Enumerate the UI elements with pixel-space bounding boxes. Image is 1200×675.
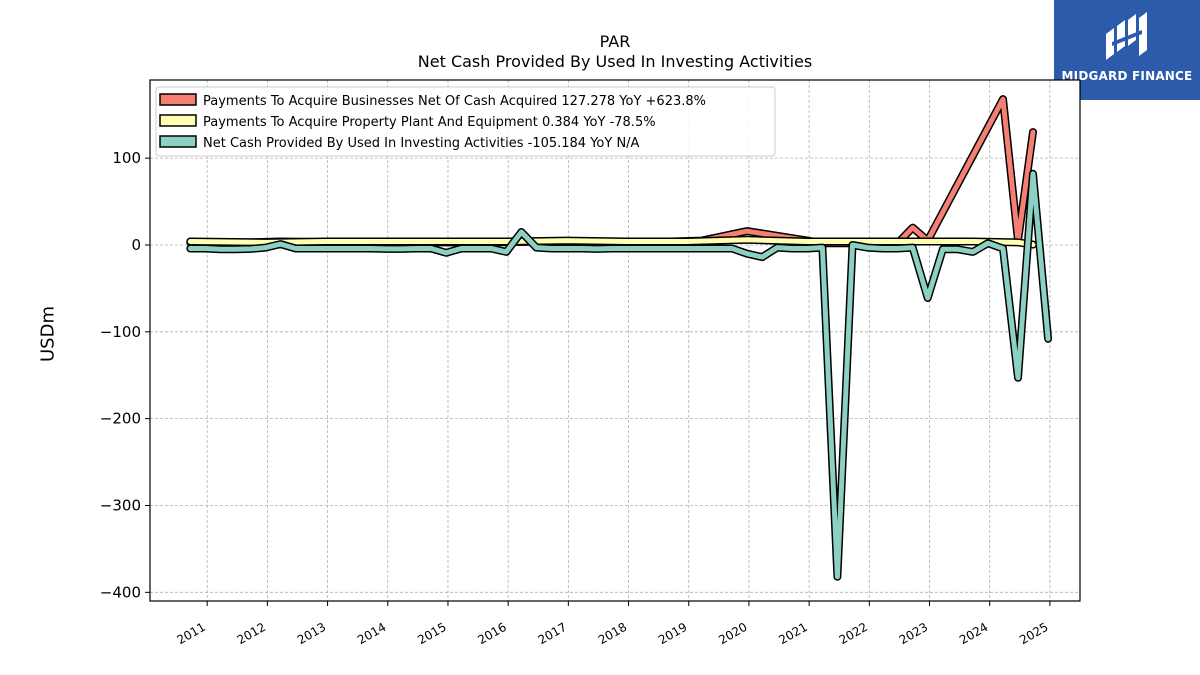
x-tick-label: 2014 <box>355 620 388 647</box>
legend: Payments To Acquire Businesses Net Of Ca… <box>155 86 776 157</box>
chart-title: PAR <box>599 32 631 51</box>
x-tick-label: 2023 <box>897 620 930 647</box>
x-tick-label: 2012 <box>235 620 268 647</box>
y-tick-label: −300 <box>100 496 141 514</box>
y-tick-label: −400 <box>100 583 141 601</box>
y-tick-label: −200 <box>100 410 141 428</box>
series-line-2 <box>187 171 1051 580</box>
legend-box <box>155 86 776 157</box>
legend-label: Payments To Acquire Businesses Net Of Ca… <box>203 94 706 109</box>
x-tick-label: 2020 <box>716 620 749 647</box>
y-tick-label: 100 <box>112 149 141 167</box>
plot-area <box>150 80 1080 601</box>
y-tick-label: −100 <box>100 323 141 341</box>
brand-name: MIDGARD FINANCE <box>1061 69 1193 83</box>
legend-label: Net Cash Provided By Used In Investing A… <box>203 136 640 151</box>
x-tick-label: 2017 <box>536 620 569 647</box>
x-tick-label: 2015 <box>415 620 448 647</box>
x-tick-label: 2025 <box>1017 620 1050 647</box>
plot-frame <box>149 79 1081 602</box>
legend-swatch <box>159 93 197 106</box>
x-tick-label: 2018 <box>596 620 629 647</box>
legend-swatch <box>159 114 197 127</box>
y-tick-label: 0 <box>131 236 141 254</box>
x-tick-label: 2021 <box>776 620 809 647</box>
x-tick-label: 2019 <box>656 620 689 647</box>
midgard-logo-icon <box>1106 12 1147 60</box>
x-tick-label: 2022 <box>837 620 870 647</box>
legend-label: Payments To Acquire Property Plant And E… <box>203 115 656 130</box>
legend-swatch <box>159 135 197 148</box>
x-tick-label: 2024 <box>957 620 990 647</box>
chart-subtitle: Net Cash Provided By Used In Investing A… <box>417 52 813 71</box>
x-tick-label: 2011 <box>174 620 207 647</box>
x-tick-label: 2016 <box>475 620 508 647</box>
series-line-1 <box>187 237 1036 248</box>
x-tick-label: 2013 <box>295 620 328 647</box>
